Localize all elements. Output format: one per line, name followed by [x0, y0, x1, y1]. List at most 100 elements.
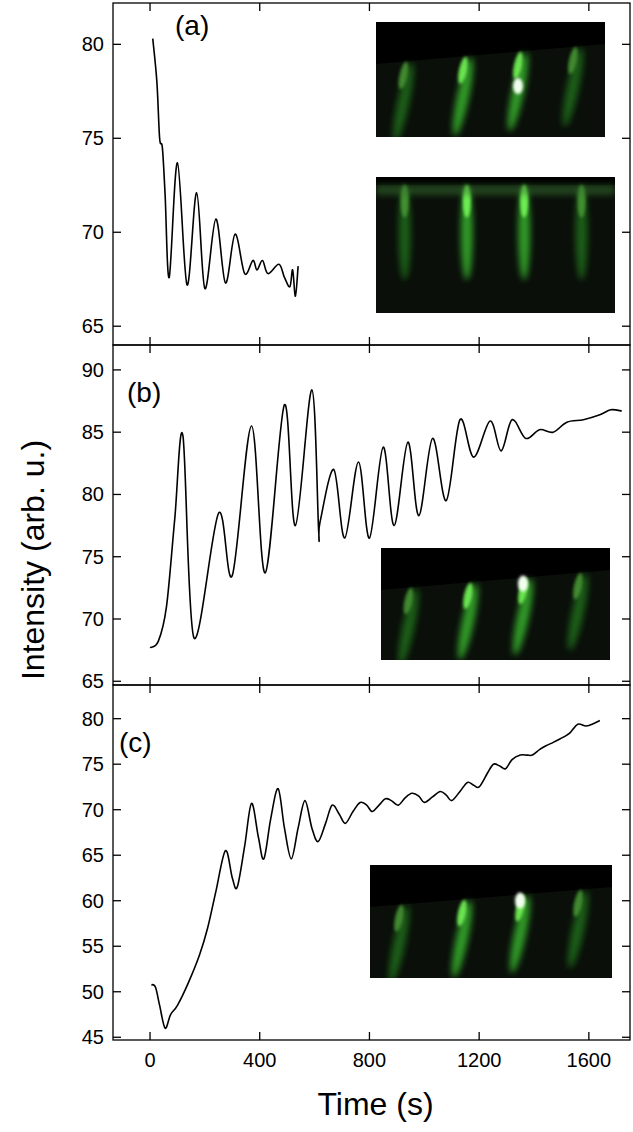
x-tick [479, 677, 480, 685]
y-tick [622, 764, 630, 765]
y-tick-label: 70 [82, 221, 104, 243]
y-tick [622, 681, 630, 682]
x-tick [369, 685, 370, 693]
data-line [151, 721, 599, 1029]
y-tick [622, 326, 630, 327]
inset-streak [449, 56, 477, 137]
x-tick [369, 337, 370, 345]
x-tick [259, 3, 260, 11]
y-tick [113, 855, 121, 856]
inset-streak-head [392, 904, 405, 932]
rheed-inset [376, 22, 605, 142]
x-tick [259, 345, 260, 353]
y-tick-label: 80 [82, 483, 104, 505]
inset-streaks [370, 865, 612, 978]
x-tick-label: 0 [144, 1049, 155, 1071]
y-tick [113, 681, 121, 682]
rheed-inset [381, 548, 610, 666]
y-tick [622, 946, 630, 947]
y-tick [622, 44, 630, 45]
data-line [150, 390, 622, 648]
y-tick-label: 85 [82, 421, 104, 443]
inset-streak-head [571, 572, 584, 600]
y-tick-label: 65 [82, 670, 104, 692]
inset-streak [518, 185, 530, 280]
x-tick [259, 1032, 260, 1040]
x-tick [479, 345, 480, 353]
inset-streak [454, 582, 482, 660]
x-tick [479, 1032, 480, 1040]
y-tick [622, 991, 630, 992]
y-tick [113, 618, 121, 619]
inset-streak-head [571, 889, 584, 917]
inset-spot [518, 576, 528, 592]
inset-streak-head [455, 899, 468, 927]
y-tick [622, 618, 630, 619]
inset-streaks [376, 177, 615, 280]
frame [113, 345, 630, 685]
y-tick [113, 764, 121, 765]
x-tick [149, 345, 150, 353]
y-tick [113, 946, 121, 947]
figure: 65707580(a)657075808590(b)Intensity (arb… [0, 0, 633, 1132]
panel: 4550556065707580040080012001600(c) [82, 685, 630, 1071]
y-tick-label: 70 [82, 799, 104, 821]
x-tick [479, 337, 480, 345]
x-tick [588, 685, 589, 693]
y-tick-label: 45 [82, 1026, 104, 1048]
y-tick [113, 1037, 121, 1038]
x-tick [369, 1032, 370, 1040]
plot-area [151, 721, 599, 1029]
y-tick [622, 138, 630, 139]
y-tick [622, 855, 630, 856]
y-tick [113, 556, 121, 557]
y-tick [622, 432, 630, 433]
y-tick-label: 75 [82, 127, 104, 149]
x-tick [369, 345, 370, 353]
y-tick [622, 1037, 630, 1038]
inset-streaks [381, 548, 610, 660]
y-tick [113, 432, 121, 433]
inset-streak-head [402, 587, 415, 615]
x-tick-label: 1200 [457, 1049, 502, 1071]
rheed-inset [370, 865, 612, 984]
y-tick-label: 80 [82, 33, 104, 55]
inset-spot [515, 893, 525, 909]
x-tick-label: 800 [353, 1049, 386, 1071]
y-tick-label: 75 [82, 546, 104, 568]
x-tick [588, 337, 589, 345]
x-axis-title: Time (s) [317, 1086, 433, 1122]
x-tick [149, 677, 150, 685]
y-tick [113, 494, 121, 495]
y-tick-label: 80 [82, 708, 104, 730]
inset-streaks [376, 22, 605, 137]
y-tick [622, 718, 630, 719]
plot-area [153, 39, 298, 296]
x-tick [149, 685, 150, 693]
y-tick [622, 809, 630, 810]
x-tick [149, 337, 150, 345]
inset-streak [448, 899, 476, 978]
inset-band [376, 185, 615, 195]
inset-streak [399, 185, 411, 280]
x-tick [588, 3, 589, 11]
y-tick [622, 900, 630, 901]
frame [113, 685, 630, 1040]
y-tick [113, 900, 121, 901]
x-tick [149, 3, 150, 11]
y-tick [622, 494, 630, 495]
panel: 657075808590(b) [82, 345, 630, 692]
y-tick-label: 60 [82, 890, 104, 912]
inset-streak-head [456, 56, 470, 85]
y-tick [113, 718, 121, 719]
y-tick-label: 55 [82, 935, 104, 957]
y-tick-label: 50 [82, 981, 104, 1003]
x-tick [369, 3, 370, 11]
x-tick [588, 345, 589, 353]
x-tick [479, 685, 480, 693]
y-tick [113, 232, 121, 233]
x-tick-label: 1600 [567, 1049, 612, 1071]
y-tick [622, 232, 630, 233]
inset-streak [576, 185, 588, 280]
x-tick [149, 1032, 150, 1040]
